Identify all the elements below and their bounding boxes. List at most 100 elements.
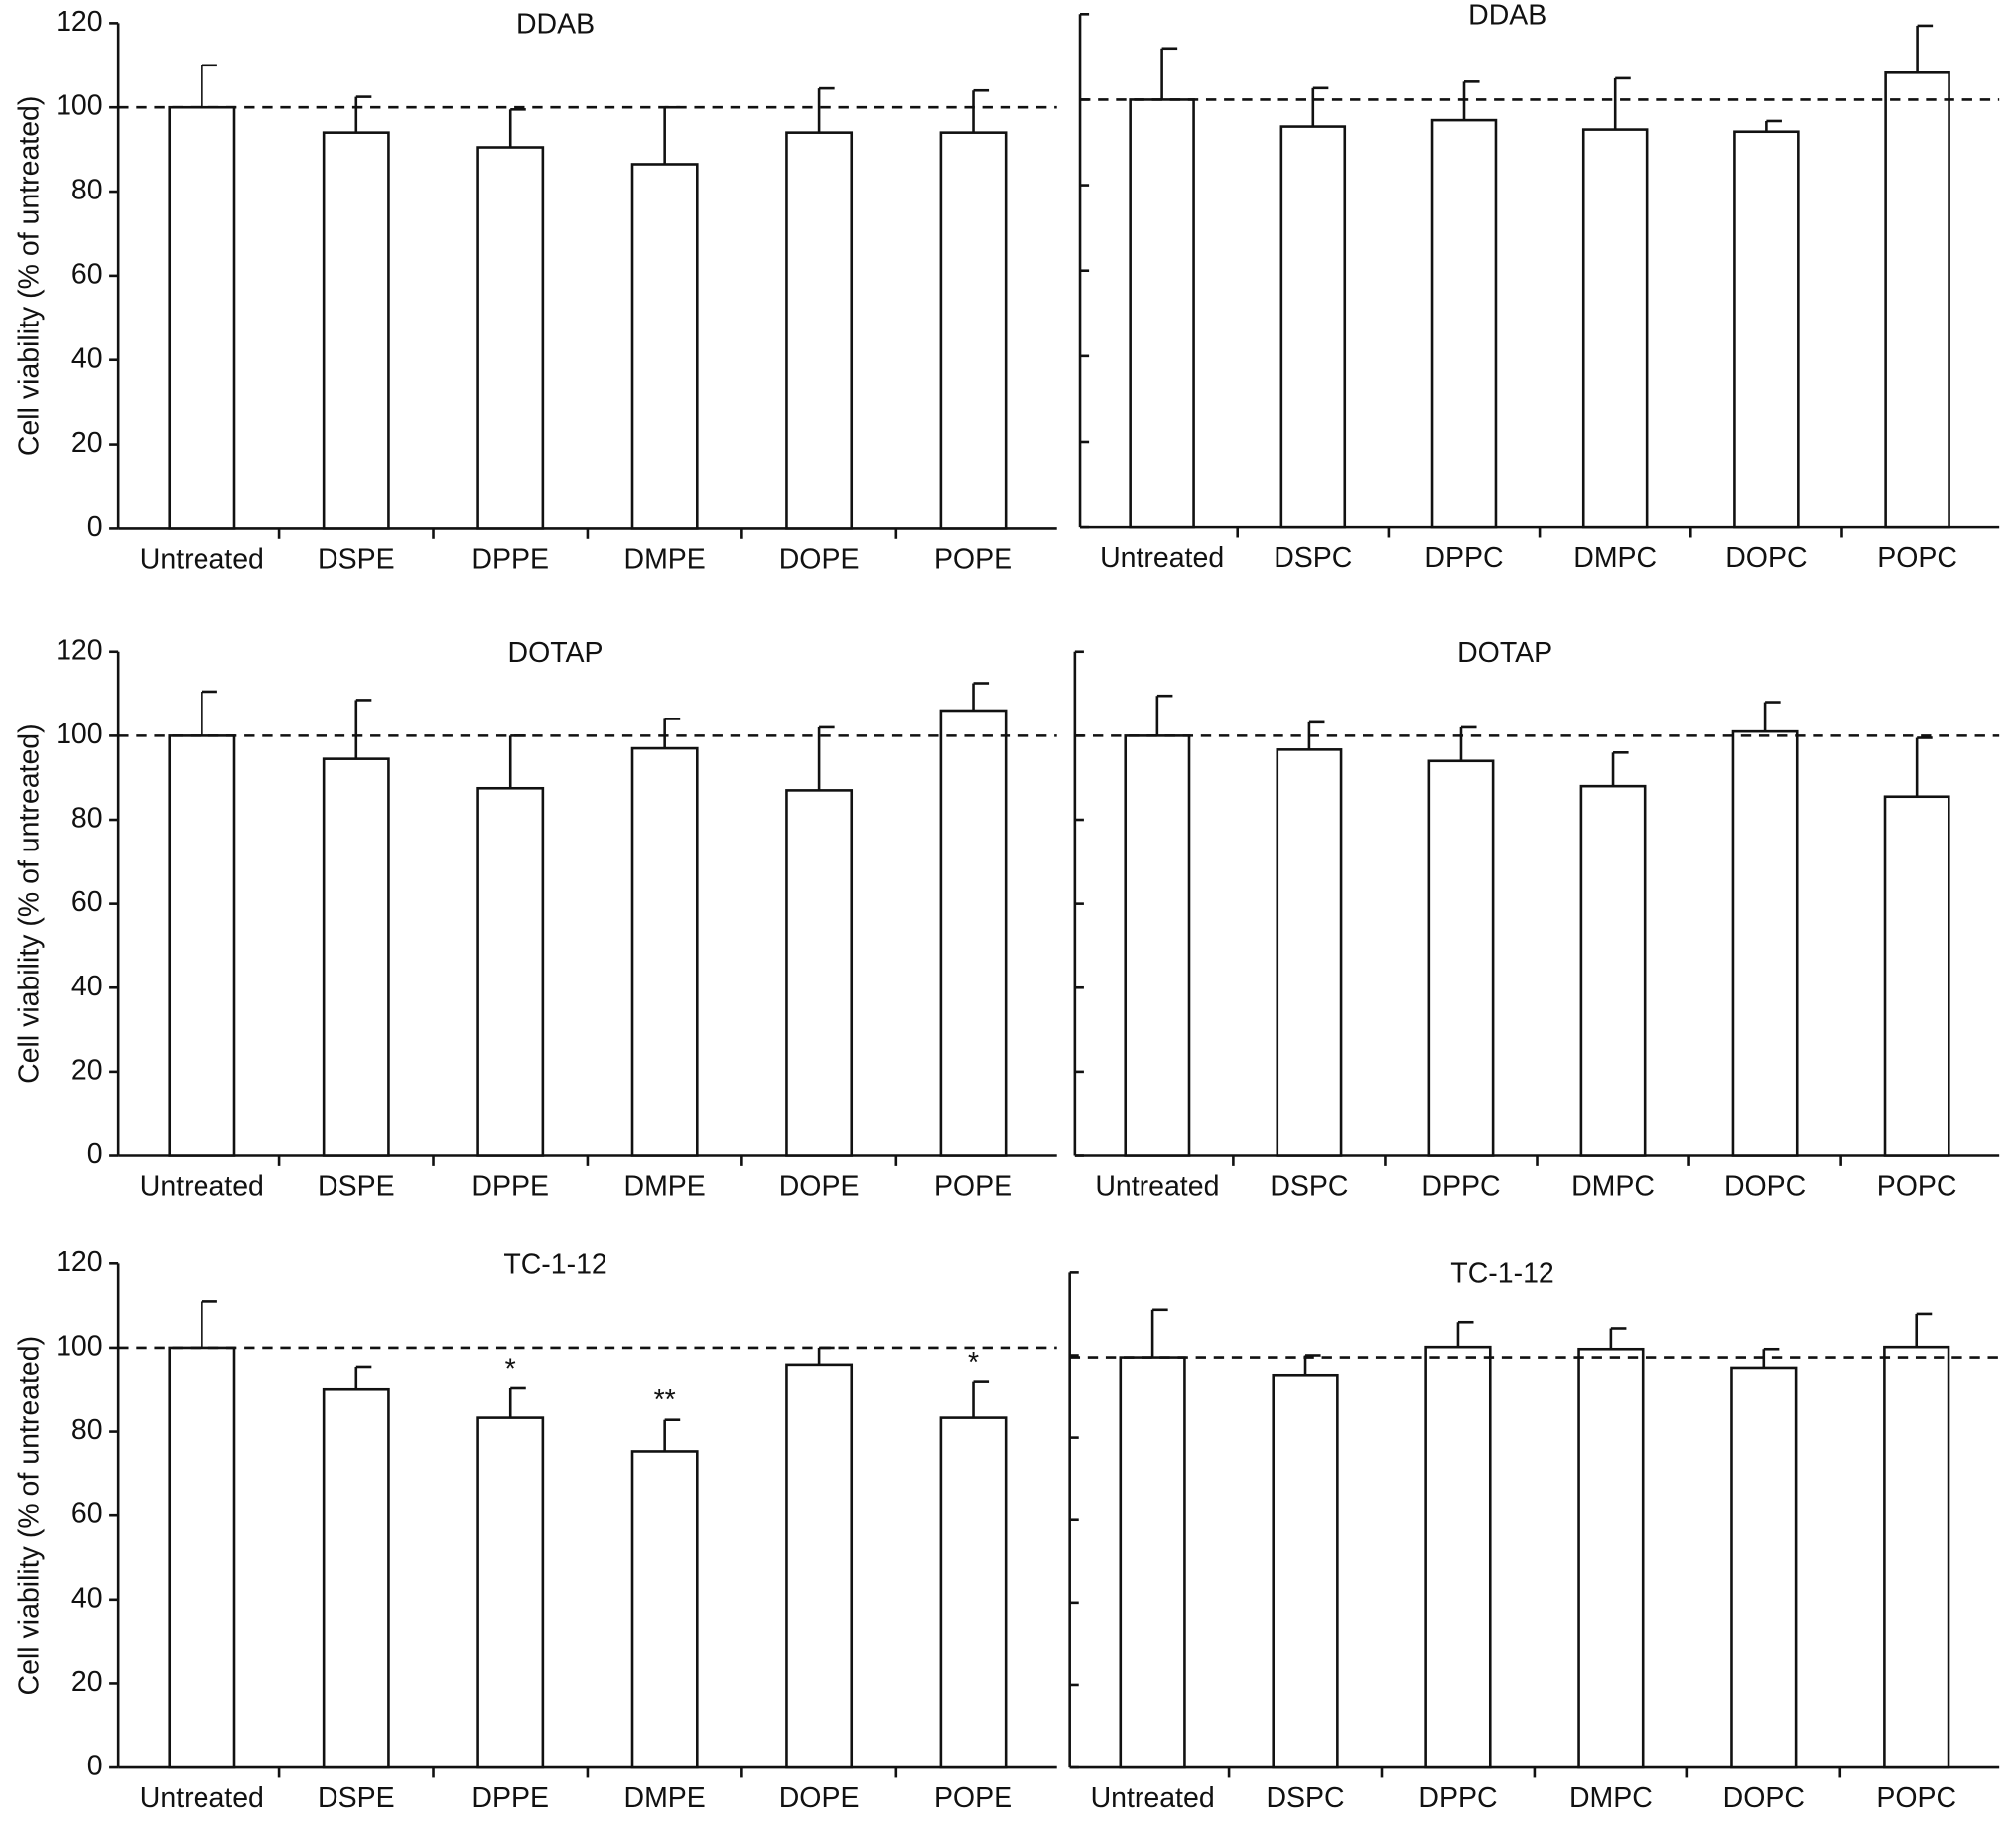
bar xyxy=(168,734,236,1157)
x-tick-label: DSPC xyxy=(1270,1170,1348,1202)
y-axis-label: Cell viability (% of untreated) xyxy=(14,1336,46,1696)
x-tick-label: Untreated xyxy=(140,1170,264,1202)
bar xyxy=(168,1346,236,1769)
x-tick-label: DMPC xyxy=(1571,1170,1655,1202)
chart-title: DOTAP xyxy=(508,637,604,669)
bar xyxy=(1129,98,1195,529)
x-tick-label: DPPE xyxy=(471,1782,549,1814)
y-tick-label: 80 xyxy=(71,175,103,206)
chart-title: DDAB xyxy=(516,8,595,40)
y-tick-label: 60 xyxy=(71,886,103,918)
bar xyxy=(785,1363,854,1769)
y-tick-label: 40 xyxy=(71,1582,103,1614)
y-axis-label: Cell viability (% of untreated) xyxy=(14,723,46,1084)
x-tick-label: DSPE xyxy=(318,1170,395,1202)
y-tick-label: 60 xyxy=(71,258,103,290)
bar xyxy=(1424,1345,1492,1769)
bar xyxy=(630,163,699,530)
x-tick-label: DMPE xyxy=(624,1170,706,1202)
bar xyxy=(1731,729,1799,1157)
chart-title: TC-1-12 xyxy=(1450,1258,1553,1290)
chart-title: TC-1-12 xyxy=(503,1248,606,1280)
bar xyxy=(476,146,545,530)
bar xyxy=(1883,1345,1950,1769)
x-tick-label: DOPC xyxy=(1723,1782,1805,1814)
x-tick-label: POPE xyxy=(934,1170,1012,1202)
x-tick-label: DSPC xyxy=(1266,1782,1344,1814)
x-tick-label: Untreated xyxy=(1091,1782,1215,1814)
bar xyxy=(322,131,390,530)
bar xyxy=(476,786,545,1157)
x-tick-label: DMPE xyxy=(624,543,706,575)
bar xyxy=(939,709,1008,1157)
bar xyxy=(1430,118,1498,529)
x-tick-label: Untreated xyxy=(140,543,264,575)
bar xyxy=(785,131,854,530)
x-tick-label: DSPC xyxy=(1274,542,1352,574)
x-tick-label: DMPE xyxy=(624,1782,706,1814)
y-tick-label: 60 xyxy=(71,1499,103,1530)
bar xyxy=(1581,128,1649,529)
y-tick-label: 40 xyxy=(71,342,103,374)
bar xyxy=(630,746,699,1157)
bar xyxy=(322,1387,390,1769)
y-tick-label: 20 xyxy=(71,427,103,458)
x-tick-label: DOPE xyxy=(779,1170,860,1202)
bar xyxy=(1119,1356,1186,1769)
y-tick-label: 20 xyxy=(71,1054,103,1086)
y-tick-label: 20 xyxy=(71,1666,103,1698)
x-tick-label: Untreated xyxy=(1095,1170,1219,1202)
bar xyxy=(785,789,854,1157)
x-tick-label: POPC xyxy=(1877,1170,1957,1202)
y-tick-label: 120 xyxy=(56,6,103,38)
x-tick-label: DOPE xyxy=(779,1782,860,1814)
x-tick-label: DPPC xyxy=(1421,1170,1500,1202)
y-tick-label: 0 xyxy=(87,1751,103,1782)
y-tick-label: 0 xyxy=(87,511,103,543)
y-tick-label: 120 xyxy=(56,1246,103,1278)
x-tick-label: DOPC xyxy=(1724,1170,1806,1202)
bar xyxy=(322,757,390,1157)
y-axis-label: Cell viability (% of untreated) xyxy=(14,96,46,457)
x-tick-label: DPPC xyxy=(1418,1782,1497,1814)
bar xyxy=(1124,734,1191,1157)
bar xyxy=(1730,1366,1798,1769)
bar xyxy=(1577,1347,1645,1769)
bar xyxy=(630,1450,699,1769)
x-tick-label: POPE xyxy=(934,1782,1012,1814)
y-tick-label: 80 xyxy=(71,1414,103,1446)
y-tick-label: 80 xyxy=(71,803,103,835)
x-tick-label: POPE xyxy=(934,543,1012,575)
bar xyxy=(1272,1373,1339,1769)
bar xyxy=(476,1416,545,1769)
bar xyxy=(1733,130,1800,529)
x-tick-label: DMPC xyxy=(1573,542,1657,574)
bar xyxy=(939,1416,1008,1769)
x-tick-label: POPC xyxy=(1876,1782,1956,1814)
bar xyxy=(168,105,236,530)
bar xyxy=(1276,748,1343,1157)
y-tick-label: 100 xyxy=(56,1330,103,1362)
y-tick-label: 120 xyxy=(56,634,103,666)
x-tick-label: DPPC xyxy=(1424,542,1503,574)
x-tick-label: POPC xyxy=(1877,542,1957,574)
y-tick-label: 40 xyxy=(71,971,103,1002)
y-tick-label: 100 xyxy=(56,718,103,750)
x-tick-label: DPPE xyxy=(471,1170,549,1202)
x-tick-label: Untreated xyxy=(140,1782,264,1814)
y-tick-label: 100 xyxy=(56,90,103,122)
x-tick-label: DOPE xyxy=(779,543,860,575)
x-tick-label: DOPC xyxy=(1725,542,1807,574)
x-tick-label: DSPE xyxy=(318,1782,395,1814)
chart-title: DDAB xyxy=(1468,0,1546,31)
x-tick-label: DMPC xyxy=(1569,1782,1653,1814)
bar xyxy=(1579,784,1647,1157)
bar xyxy=(939,131,1008,530)
significance-mark: * xyxy=(505,1353,516,1384)
significance-mark: * xyxy=(968,1347,979,1378)
x-tick-label: DPPE xyxy=(471,543,549,575)
bar xyxy=(1883,795,1950,1157)
chart-title: DOTAP xyxy=(1457,637,1552,669)
